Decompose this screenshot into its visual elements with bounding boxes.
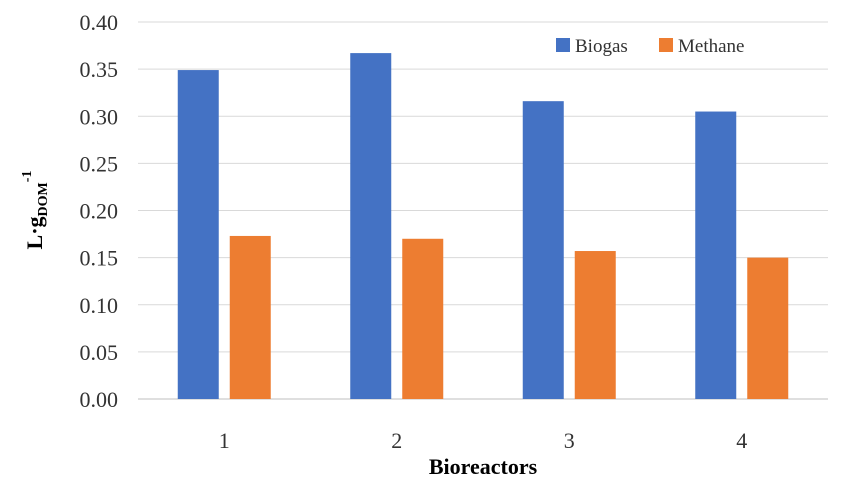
bar-methane-3 xyxy=(574,251,616,399)
y-tick-label: 0.05 xyxy=(80,340,119,365)
bar-methane-1 xyxy=(229,235,271,399)
y-tick-label: 0.10 xyxy=(80,293,119,318)
bar-biogas-2 xyxy=(350,53,392,399)
x-axis-ticks: 1 2 3 4 xyxy=(219,428,748,453)
legend-label-biogas: Biogas xyxy=(575,36,628,57)
bar-biogas-4 xyxy=(695,111,737,399)
y-axis-ticks: 0.00 0.05 0.10 0.15 0.20 0.25 0.30 0.35 0.40 xyxy=(80,10,119,412)
y-tick-label: 0.20 xyxy=(80,199,119,224)
y-axis-label-superscript: -1 xyxy=(20,171,35,183)
x-tick-label: 3 xyxy=(564,428,575,453)
legend-swatch-methane xyxy=(659,38,673,52)
legend-swatch-biogas xyxy=(556,38,570,52)
bars xyxy=(177,53,789,400)
legend-label-methane: Methane xyxy=(678,36,744,57)
y-tick-label: 0.30 xyxy=(80,104,119,129)
y-tick-label: 0.00 xyxy=(80,387,119,412)
x-tick-label: 1 xyxy=(219,428,230,453)
y-tick-label: 0.35 xyxy=(80,57,119,82)
bar-methane-2 xyxy=(402,238,444,399)
legend: Biogas Methane xyxy=(556,36,744,57)
x-tick-label: 4 xyxy=(736,428,747,453)
y-axis-label: L·gDOM-1 xyxy=(20,171,51,250)
x-tick-label: 2 xyxy=(391,428,402,453)
y-tick-label: 0.25 xyxy=(80,151,119,176)
bar-biogas-1 xyxy=(177,70,219,399)
y-axis-label-main: L·g xyxy=(22,216,47,249)
bar-methane-4 xyxy=(747,257,789,399)
x-axis-label: Bioreactors xyxy=(429,454,538,479)
y-tick-label: 0.40 xyxy=(80,10,119,35)
bar-biogas-3 xyxy=(522,101,564,400)
y-axis-label-subscript: DOM xyxy=(36,182,51,216)
y-tick-label: 0.15 xyxy=(80,246,119,271)
